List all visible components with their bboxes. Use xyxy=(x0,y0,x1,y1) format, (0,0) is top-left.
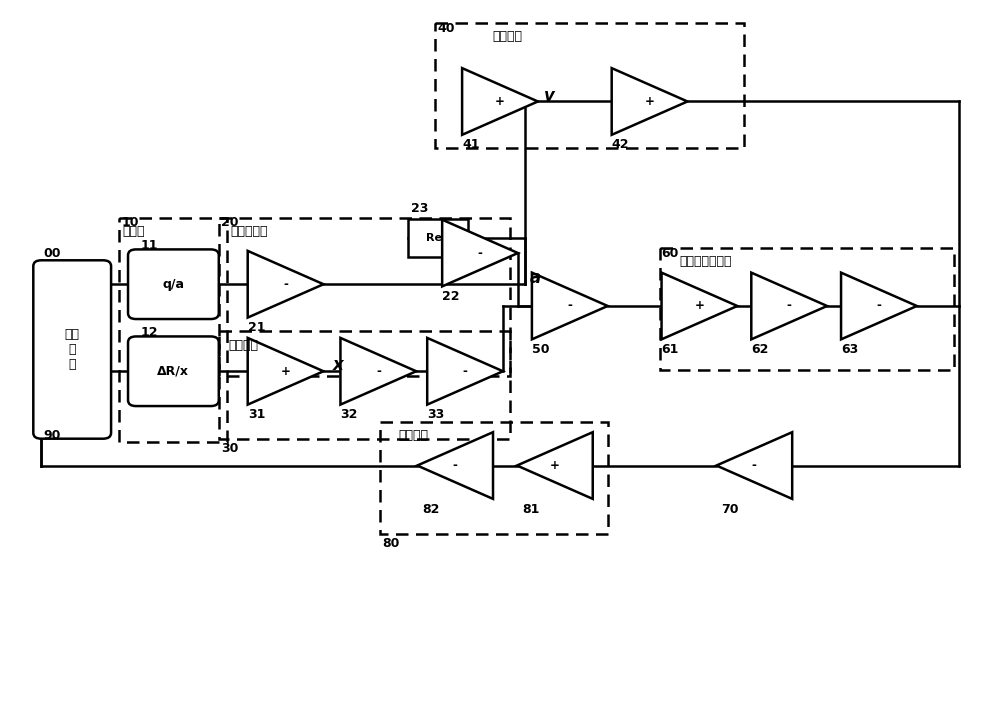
Text: 23: 23 xyxy=(411,202,429,215)
Text: -: - xyxy=(453,459,458,472)
Text: v: v xyxy=(544,87,555,105)
Text: -: - xyxy=(478,247,482,260)
Text: 20: 20 xyxy=(221,216,238,229)
Text: 42: 42 xyxy=(612,138,629,151)
Text: 21: 21 xyxy=(248,321,265,334)
Text: 速度模块: 速度模块 xyxy=(492,31,522,44)
Text: 10: 10 xyxy=(122,216,140,229)
Polygon shape xyxy=(248,338,323,405)
Polygon shape xyxy=(532,272,608,339)
Text: ΔR/x: ΔR/x xyxy=(157,365,189,378)
Text: 90: 90 xyxy=(43,429,61,442)
Text: 62: 62 xyxy=(751,343,769,356)
Text: 81: 81 xyxy=(522,502,539,515)
Text: 61: 61 xyxy=(662,343,679,356)
Text: 31: 31 xyxy=(248,408,265,422)
Text: +: + xyxy=(281,365,291,378)
Text: 30: 30 xyxy=(221,443,238,455)
FancyBboxPatch shape xyxy=(128,336,219,406)
FancyBboxPatch shape xyxy=(128,250,219,319)
Bar xyxy=(435,23,744,148)
Text: 22: 22 xyxy=(442,290,460,303)
Text: +: + xyxy=(645,95,655,108)
Text: 40: 40 xyxy=(437,22,455,35)
Polygon shape xyxy=(716,432,792,499)
Text: 微振
动
源: 微振 动 源 xyxy=(65,328,80,371)
Bar xyxy=(380,422,608,534)
Text: 位移模块: 位移模块 xyxy=(229,339,259,352)
Bar xyxy=(660,248,954,370)
Text: -: - xyxy=(463,365,468,378)
Bar xyxy=(119,218,227,443)
Polygon shape xyxy=(248,251,323,317)
Text: q/a: q/a xyxy=(162,277,184,290)
Text: +: + xyxy=(695,299,704,312)
Text: +: + xyxy=(550,459,560,472)
Text: 驱动模块: 驱动模块 xyxy=(398,430,428,443)
Text: x: x xyxy=(333,357,344,374)
Bar xyxy=(219,331,510,439)
Bar xyxy=(219,218,510,376)
Text: 70: 70 xyxy=(721,502,739,515)
Polygon shape xyxy=(517,432,593,499)
Text: 63: 63 xyxy=(841,343,858,356)
Text: a: a xyxy=(529,269,541,288)
Text: 41: 41 xyxy=(462,138,480,151)
Bar xyxy=(408,219,468,257)
Text: -: - xyxy=(787,299,792,312)
Polygon shape xyxy=(751,272,827,339)
Polygon shape xyxy=(462,68,538,135)
Text: 00: 00 xyxy=(43,248,61,261)
Text: -: - xyxy=(283,277,288,290)
Text: 12: 12 xyxy=(141,325,158,339)
Text: 50: 50 xyxy=(532,343,549,356)
FancyBboxPatch shape xyxy=(33,261,111,439)
Text: 放大和滤波模块: 放大和滤波模块 xyxy=(680,256,732,268)
Text: 60: 60 xyxy=(662,247,679,259)
Polygon shape xyxy=(612,68,687,135)
Polygon shape xyxy=(417,432,493,499)
Polygon shape xyxy=(841,272,917,339)
Text: -: - xyxy=(567,299,572,312)
Text: 11: 11 xyxy=(141,239,158,252)
Polygon shape xyxy=(427,338,503,405)
Text: 传感器: 传感器 xyxy=(122,225,145,238)
Polygon shape xyxy=(662,272,737,339)
Polygon shape xyxy=(340,338,416,405)
Text: 33: 33 xyxy=(427,408,444,422)
Text: 82: 82 xyxy=(422,502,440,515)
Text: -: - xyxy=(376,365,381,378)
Text: +: + xyxy=(495,95,505,108)
Text: Ref.: Ref. xyxy=(426,233,450,243)
Text: -: - xyxy=(752,459,757,472)
Text: 32: 32 xyxy=(340,408,358,422)
Text: 80: 80 xyxy=(382,537,400,550)
Text: 加速度模块: 加速度模块 xyxy=(231,225,268,238)
Text: -: - xyxy=(877,299,881,312)
Polygon shape xyxy=(442,220,518,286)
